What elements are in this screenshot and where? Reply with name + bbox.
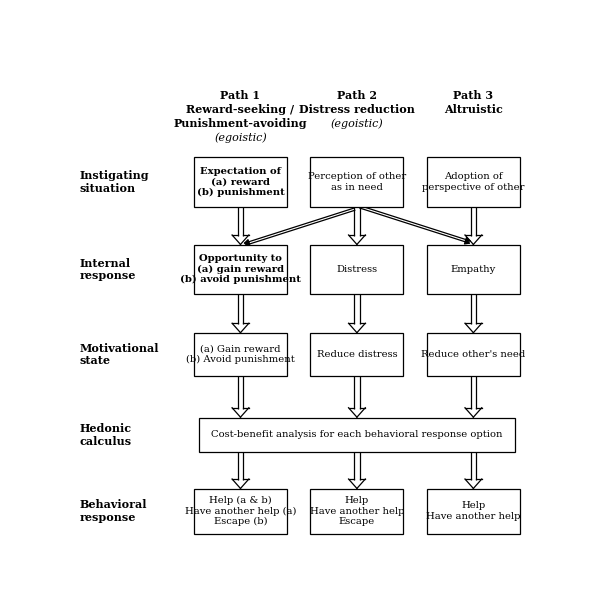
FancyBboxPatch shape — [310, 158, 403, 207]
Text: (a) Gain reward
(b) Avoid punishment: (a) Gain reward (b) Avoid punishment — [186, 345, 295, 364]
FancyBboxPatch shape — [427, 489, 520, 533]
Text: Behavioral
response: Behavioral response — [80, 499, 147, 523]
Text: Distress reduction: Distress reduction — [299, 104, 415, 115]
Text: Punishment-avoiding: Punishment-avoiding — [174, 118, 307, 129]
Text: Reward-seeking /: Reward-seeking / — [186, 104, 294, 115]
FancyBboxPatch shape — [427, 245, 520, 294]
Text: Altruistic: Altruistic — [444, 104, 503, 115]
Text: Help
Have another help: Help Have another help — [426, 501, 520, 521]
FancyBboxPatch shape — [194, 158, 287, 207]
Text: Perception of other
as in need: Perception of other as in need — [308, 172, 406, 192]
Text: Path 3: Path 3 — [453, 90, 493, 101]
Text: Path 2: Path 2 — [337, 90, 377, 101]
Text: Instigating
situation: Instigating situation — [80, 170, 150, 194]
Text: Path 1: Path 1 — [221, 90, 260, 101]
Text: Opportunity to
(a) gain reward
(b) avoid punishment: Opportunity to (a) gain reward (b) avoid… — [180, 254, 301, 284]
FancyBboxPatch shape — [427, 158, 520, 207]
Text: Internal
response: Internal response — [80, 257, 136, 281]
FancyBboxPatch shape — [310, 333, 403, 376]
Text: Motivational
state: Motivational state — [80, 343, 159, 367]
FancyBboxPatch shape — [194, 333, 287, 376]
FancyBboxPatch shape — [194, 489, 287, 533]
Text: Help (a & b)
Have another help (a)
Escape (b): Help (a & b) Have another help (a) Escap… — [185, 496, 296, 526]
Text: Cost-benefit analysis for each behavioral response option: Cost-benefit analysis for each behaviora… — [211, 430, 502, 439]
Text: Hedonic
calculus: Hedonic calculus — [80, 423, 132, 446]
Text: Distress: Distress — [337, 265, 377, 274]
Text: (egoistic): (egoistic) — [214, 132, 267, 143]
Text: Adoption of
perspective of other: Adoption of perspective of other — [422, 172, 525, 192]
Text: Empathy: Empathy — [451, 265, 496, 274]
Text: Reduce distress: Reduce distress — [317, 350, 397, 359]
FancyBboxPatch shape — [427, 333, 520, 376]
Text: Reduce other's need: Reduce other's need — [421, 350, 525, 359]
FancyBboxPatch shape — [310, 245, 403, 294]
FancyBboxPatch shape — [194, 245, 287, 294]
Text: (egoistic): (egoistic) — [331, 118, 383, 129]
Text: Help
Have another help
Escape: Help Have another help Escape — [310, 496, 404, 526]
Text: Expectation of
(a) reward
(b) punishment: Expectation of (a) reward (b) punishment — [197, 167, 284, 197]
FancyBboxPatch shape — [198, 417, 515, 452]
FancyBboxPatch shape — [310, 489, 403, 533]
